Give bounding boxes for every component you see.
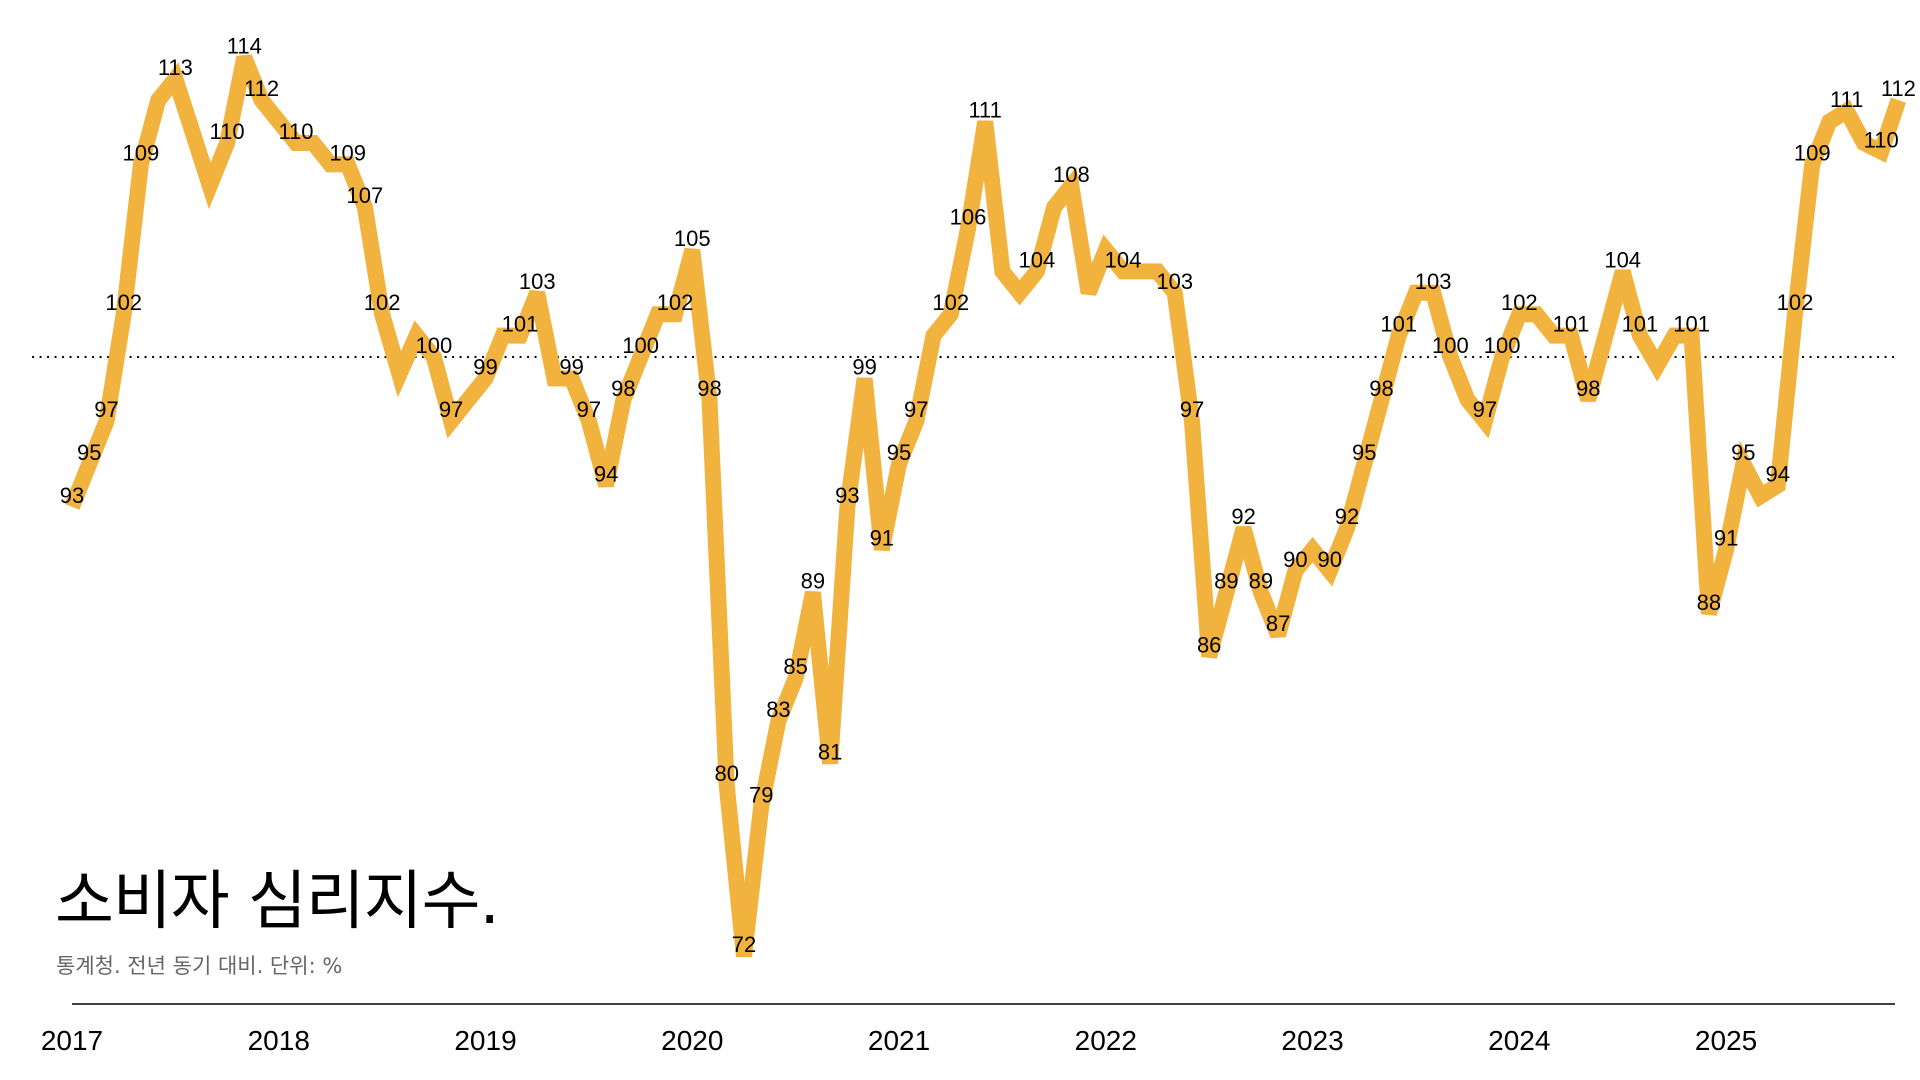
data-label: 100 [1484, 333, 1521, 358]
data-label: 92 [1335, 504, 1359, 529]
data-label: 79 [749, 782, 773, 807]
data-label: 114 [227, 33, 262, 58]
x-tick-label: 2019 [454, 1025, 516, 1056]
data-label: 101 [1553, 312, 1590, 337]
data-label: 103 [1415, 269, 1452, 294]
data-label: 97 [1473, 397, 1497, 422]
data-label: 110 [1864, 128, 1899, 153]
data-label: 98 [1369, 376, 1393, 401]
data-label: 112 [1881, 76, 1916, 101]
x-axis-tick-labels: 2017 2018 2019 2020 2021 2022 2023 2024 2025 [41, 1025, 1757, 1056]
data-label: 87 [1266, 611, 1290, 636]
data-label: 103 [519, 269, 556, 294]
data-label: 90 [1283, 547, 1307, 572]
series-line [64, 54, 1906, 958]
x-tick-label: 2018 [248, 1025, 310, 1056]
data-label: 94 [594, 461, 618, 486]
data-label: 109 [123, 140, 160, 165]
chart-title: 소비자 심리지수. [55, 865, 500, 939]
data-label: 80 [714, 761, 738, 786]
chart-subtitle: 통계청. 전년 동기 대비. 단위: % [56, 954, 343, 978]
x-tick-label: 2023 [1281, 1025, 1343, 1056]
data-label: 106 [950, 205, 987, 230]
data-label: 89 [801, 568, 825, 593]
data-label: 98 [1576, 376, 1600, 401]
data-label: 83 [766, 697, 790, 722]
data-label: 111 [968, 98, 1001, 123]
data-label: 98 [697, 376, 721, 401]
data-label: 93 [60, 483, 84, 508]
data-label: 102 [657, 290, 694, 315]
data-label: 72 [732, 932, 756, 957]
data-label: 95 [1731, 440, 1755, 465]
data-label: 89 [1249, 568, 1273, 593]
data-label: 102 [364, 290, 401, 315]
data-label: 101 [1380, 312, 1417, 337]
x-tick-label: 2022 [1075, 1025, 1137, 1056]
data-label: 81 [818, 740, 842, 765]
x-tick-label: 2017 [41, 1025, 103, 1056]
data-label: 102 [932, 290, 969, 315]
data-label: 88 [1697, 590, 1721, 615]
data-label: 90 [1318, 547, 1342, 572]
data-label: 111 [1830, 87, 1863, 112]
data-label: 109 [329, 140, 366, 165]
data-label: 95 [77, 440, 101, 465]
data-label: 98 [611, 376, 635, 401]
data-label: 104 [1105, 247, 1142, 272]
data-label: 107 [347, 183, 384, 208]
data-label: 97 [439, 397, 463, 422]
data-label: 99 [852, 354, 876, 379]
data-label: 97 [577, 397, 601, 422]
data-label: 104 [1019, 247, 1056, 272]
data-label: 92 [1231, 504, 1255, 529]
data-label: 109 [1794, 140, 1831, 165]
data-label: 97 [904, 397, 928, 422]
data-label: 102 [105, 290, 142, 315]
x-tick-label: 2024 [1488, 1025, 1550, 1056]
data-label: 103 [1156, 269, 1193, 294]
data-label: 91 [1714, 526, 1738, 551]
data-label: 91 [870, 526, 894, 551]
data-label: 93 [835, 483, 859, 508]
data-label: 97 [94, 397, 118, 422]
data-label: 101 [502, 312, 539, 337]
data-labels: 93 95 97 102 109 113 110 114 112 110 109 107 102 100 9… [60, 33, 1916, 957]
data-label: 104 [1604, 247, 1641, 272]
data-label: 102 [1501, 290, 1538, 315]
data-label: 101 [1673, 312, 1710, 337]
data-label: 100 [415, 333, 452, 358]
x-tick-label: 2021 [868, 1025, 930, 1056]
x-tick-label: 2025 [1695, 1025, 1757, 1056]
x-tick-label: 2020 [661, 1025, 723, 1056]
data-label: 113 [158, 55, 193, 80]
data-label: 97 [1180, 397, 1204, 422]
data-label: 99 [559, 354, 583, 379]
data-label: 99 [473, 354, 497, 379]
data-label: 112 [244, 76, 279, 101]
data-label: 100 [622, 333, 659, 358]
data-label: 95 [887, 440, 911, 465]
data-label: 89 [1214, 568, 1238, 593]
data-label: 95 [1352, 440, 1376, 465]
data-label: 110 [210, 119, 245, 144]
data-label: 94 [1766, 461, 1790, 486]
data-label: 100 [1432, 333, 1469, 358]
data-label: 86 [1197, 633, 1221, 658]
data-label: 102 [1777, 290, 1814, 315]
data-label: 85 [783, 654, 807, 679]
data-label: 110 [278, 119, 313, 144]
data-label: 101 [1622, 312, 1659, 337]
data-label: 105 [674, 226, 711, 251]
data-label: 108 [1053, 162, 1090, 187]
